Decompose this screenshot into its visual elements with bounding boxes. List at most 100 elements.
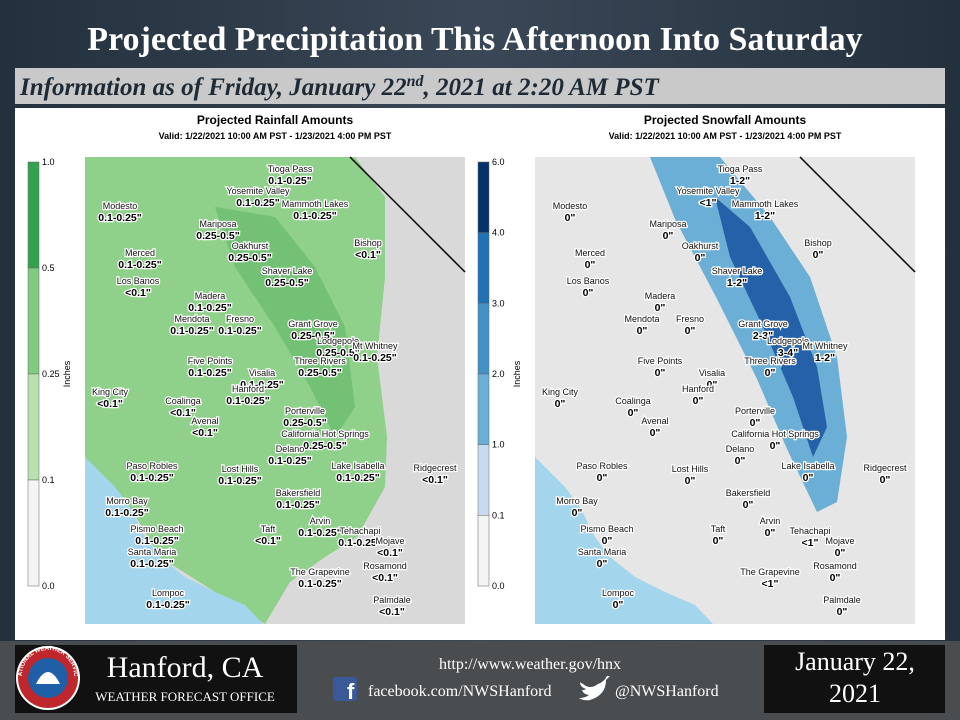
- place-name: Madera: [645, 291, 676, 301]
- subtitle-text: , 2021 at 2:20 AM PST: [423, 74, 661, 101]
- place-amount: 1-2": [755, 210, 775, 222]
- place-name: Mt Whitney: [802, 341, 848, 351]
- place-name: Palmdale: [373, 595, 411, 605]
- legend-swatch: [27, 479, 40, 587]
- place-amount: 0.1-0.25": [298, 578, 342, 590]
- place-name: Yosemite Valley: [226, 186, 290, 196]
- legend-tick: 1.0: [42, 157, 55, 167]
- legend-swatch: [477, 232, 490, 304]
- place-name: Lake Isabella: [781, 461, 834, 471]
- place-name: Los Banos: [117, 276, 160, 286]
- place-amount: 0.25-0.5": [316, 347, 360, 359]
- place-name: Five Points: [188, 356, 233, 366]
- place-name: Tioga Pass: [718, 164, 763, 174]
- place-amount: 0.1-0.25": [240, 379, 284, 391]
- place-amount: 0": [743, 499, 754, 511]
- place-amount: 3-4": [778, 347, 798, 359]
- place-amount: <1": [802, 537, 819, 549]
- place-amount: <0.1": [97, 398, 123, 410]
- place-amount: 0": [655, 367, 666, 379]
- legend-tick: 2.0: [492, 369, 505, 379]
- place-amount: 0.1-0.25": [105, 507, 149, 519]
- place-name: Bakersfield: [276, 488, 321, 498]
- subtitle-sup: nd: [407, 73, 425, 90]
- legend-tick: 0.0: [492, 581, 505, 591]
- place-name: Lompoc: [152, 588, 185, 598]
- place-amount: <0.1": [125, 287, 151, 299]
- place-name: Grant Grove: [288, 319, 338, 329]
- legend-tick: 0.5: [42, 263, 55, 273]
- place-amount: <0.1": [377, 547, 403, 559]
- place-amount: 0": [583, 287, 594, 299]
- place-amount: 0": [813, 249, 824, 261]
- place-amount: 0": [597, 472, 608, 484]
- place-name: Modesto: [103, 201, 138, 211]
- place-name: Bakersfield: [726, 488, 771, 498]
- place-amount: 0": [713, 535, 724, 547]
- place-name: Visalia: [699, 368, 725, 378]
- map-title: Projected Rainfall Amounts: [197, 113, 354, 127]
- place-amount: 0": [685, 475, 696, 487]
- place-amount: 0": [572, 507, 583, 519]
- place-name: Visalia: [249, 368, 275, 378]
- place-name: Pismo Beach: [130, 524, 183, 534]
- place-amount: 0": [803, 472, 814, 484]
- place-name: Madera: [195, 291, 226, 301]
- place-amount: 0": [655, 302, 666, 314]
- place-amount: 0": [770, 440, 781, 452]
- place-name: Tehachapi: [789, 526, 830, 536]
- place-amount: 0": [835, 547, 846, 559]
- place-amount: 0.1-0.25": [118, 259, 162, 271]
- place-amount: <0.1": [255, 535, 281, 547]
- place-name: Yosemite Valley: [676, 186, 740, 196]
- place-name: Delano: [726, 444, 755, 454]
- facebook[interactable]: facebook.com/NWSHanford: [368, 683, 552, 700]
- place-name: Los Banos: [567, 276, 610, 286]
- place-name: Lodgepole: [767, 336, 809, 346]
- place-name: Mendota: [624, 314, 659, 324]
- rain-heavy: [215, 207, 355, 437]
- twitter[interactable]: @NWSHanford: [615, 683, 719, 700]
- place-name: Merced: [125, 248, 155, 258]
- place-amount: 0.1-0.25": [130, 472, 174, 484]
- place-amount: 0": [597, 558, 608, 570]
- place-name: Oakhurst: [232, 241, 269, 251]
- legend-tick: 4.0: [492, 228, 505, 238]
- place-amount: 0": [565, 212, 576, 224]
- place-name: The Grapevine: [740, 567, 800, 577]
- place-amount: <0.1": [372, 572, 398, 584]
- place-name: Rosamond: [813, 561, 857, 571]
- facebook-icon[interactable]: [333, 677, 357, 701]
- legend-swatch: [27, 373, 40, 481]
- place-name: Mariposa: [649, 219, 686, 229]
- place-name: Hanford: [232, 384, 264, 394]
- url[interactable]: http://www.weather.gov/hnx: [439, 656, 621, 673]
- place-amount: <0.1": [422, 474, 448, 486]
- place-name: Morro Bay: [106, 496, 148, 506]
- place-name: Pismo Beach: [580, 524, 633, 534]
- place-amount: 0.25-0.5": [196, 230, 240, 242]
- place-amount: 0.25-0.5": [228, 252, 272, 264]
- place-name: Palmdale: [823, 595, 861, 605]
- place-name: Oakhurst: [682, 241, 719, 251]
- place-amount: 0.1-0.25": [268, 175, 312, 187]
- place-name: Mojave: [375, 536, 404, 546]
- twitter-icon[interactable]: [579, 676, 610, 701]
- place-name: Three Rivers: [294, 356, 346, 366]
- place-amount: 0.1-0.25": [130, 558, 174, 570]
- legend-tick: 0.1: [42, 475, 55, 485]
- place-amount: 0.1-0.25": [353, 352, 397, 364]
- title: Projected Precipitation This Afternoon I…: [87, 21, 862, 58]
- office: Hanford, CA: [107, 651, 264, 684]
- place-amount: 0.1-0.25": [188, 302, 232, 314]
- legend-tick: 0.0: [42, 581, 55, 591]
- place-amount: 0": [685, 325, 696, 337]
- place-amount: 0": [628, 407, 639, 419]
- place-amount: 0.1-0.25": [135, 535, 179, 547]
- place-name: Santa Maria: [128, 547, 177, 557]
- place-name: Mendota: [174, 314, 209, 324]
- legend-swatch: [477, 373, 490, 445]
- place-name: Santa Maria: [578, 547, 627, 557]
- place-amount: <1": [762, 578, 779, 590]
